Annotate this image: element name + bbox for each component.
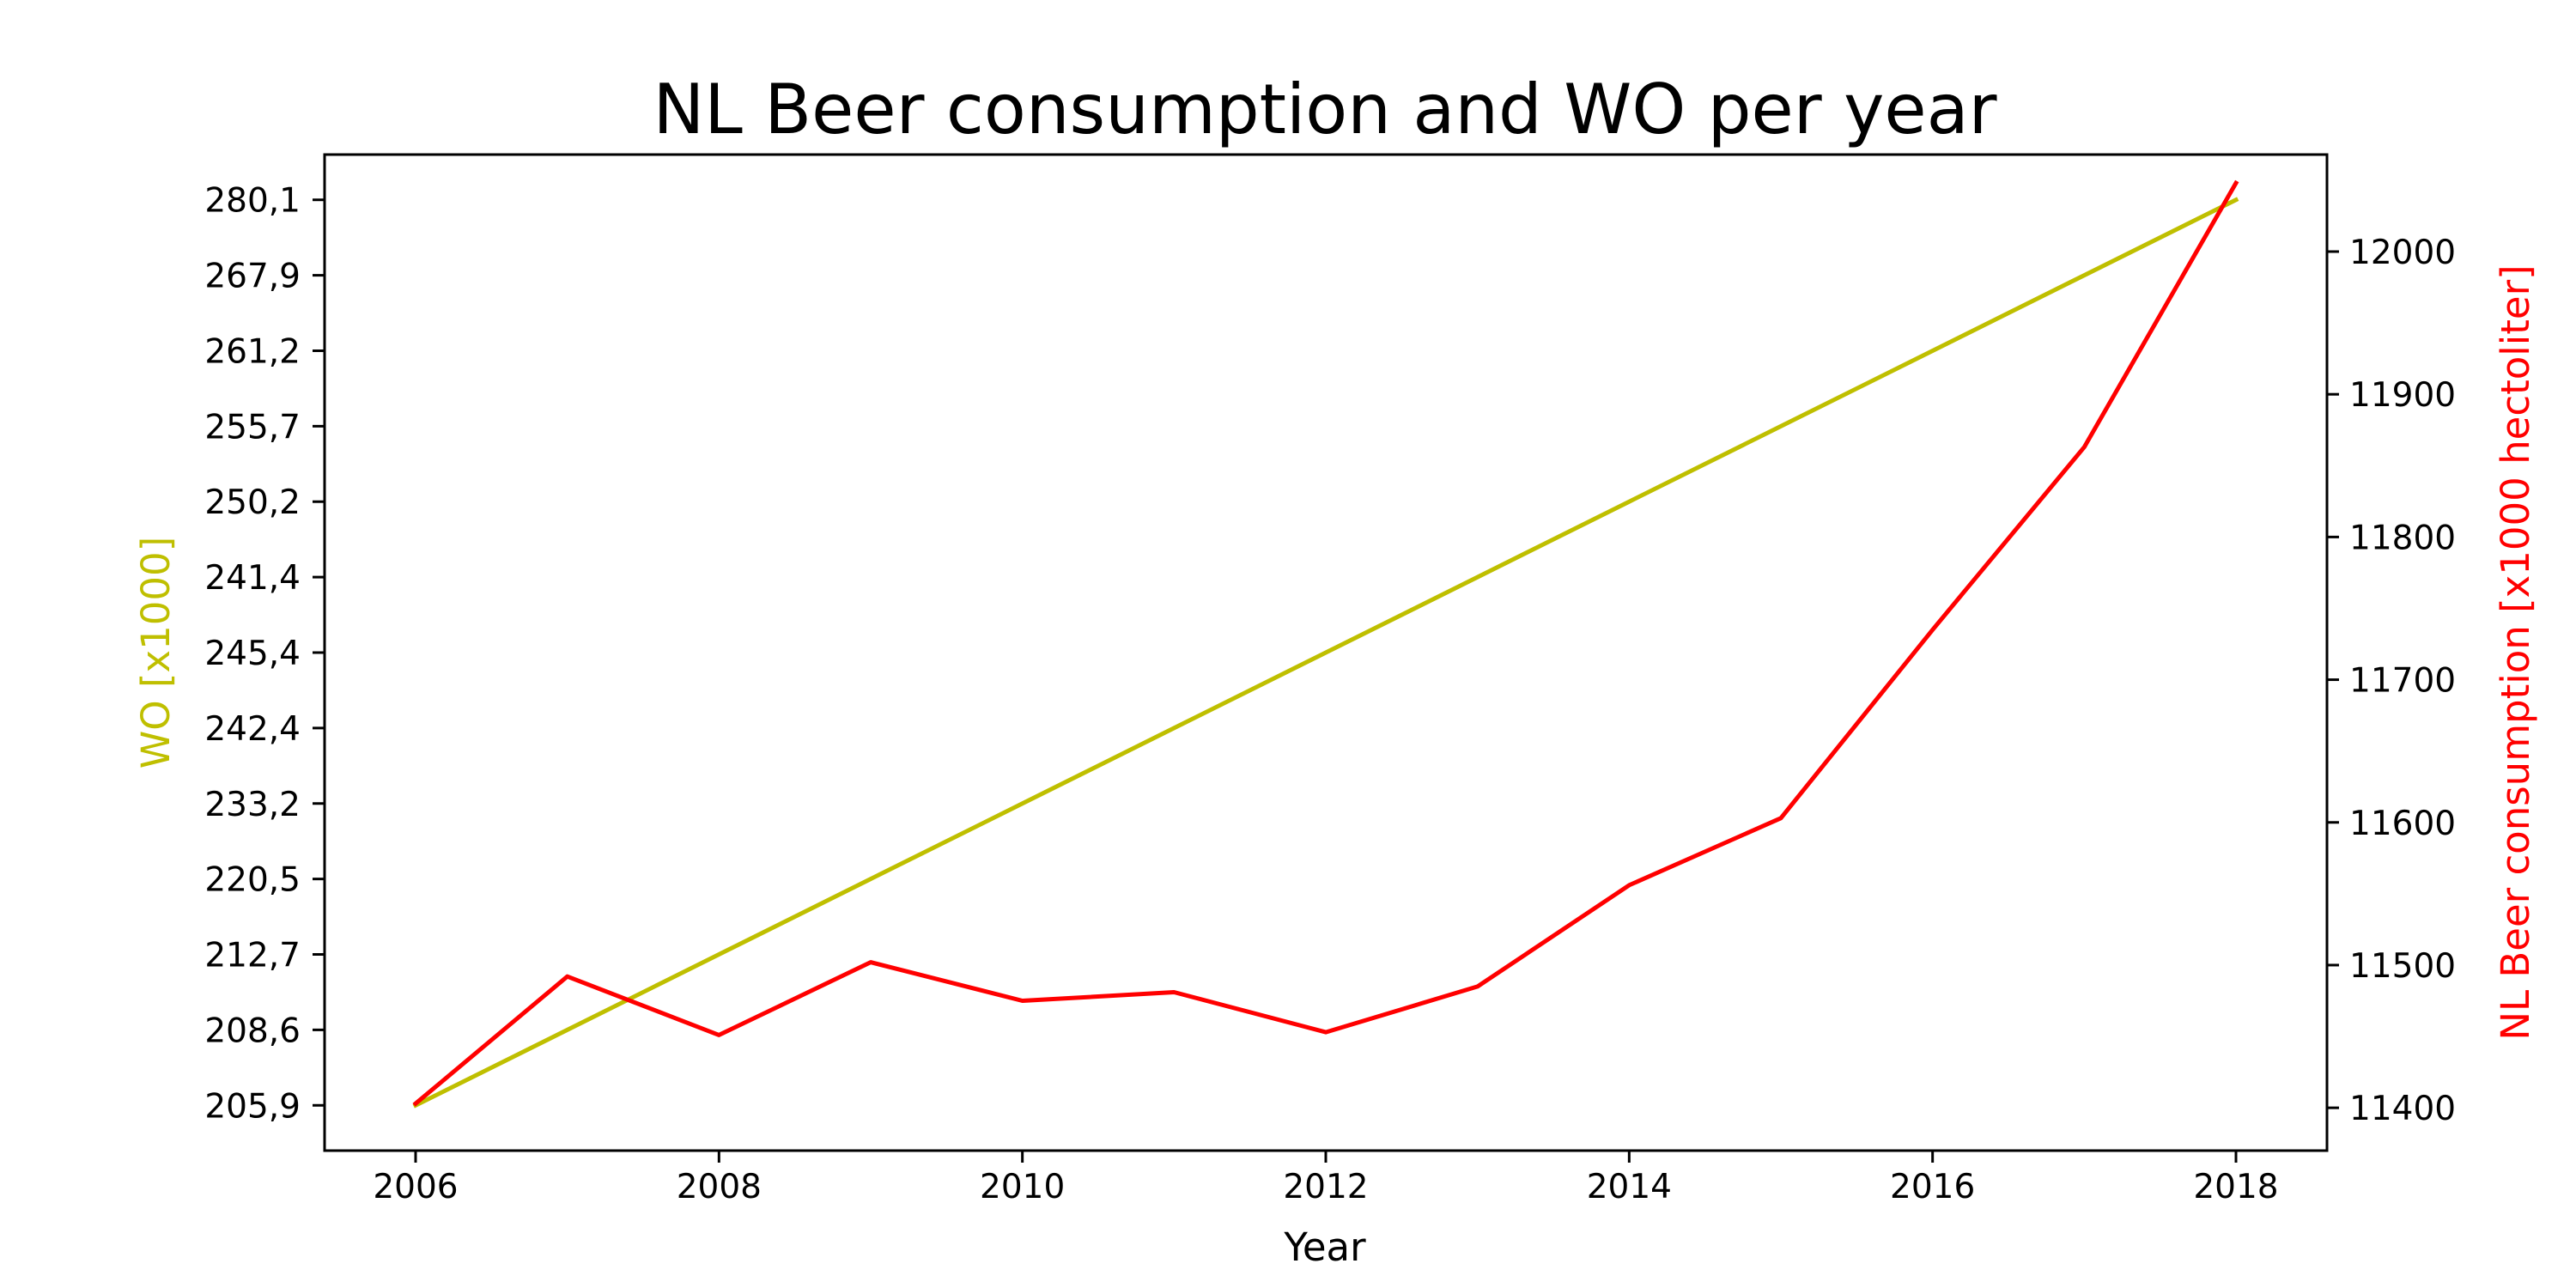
right-y-axis-label: NL Beer consumption [x1000 hectoliter] (2493, 264, 2538, 1040)
x-axis-label: Year (1283, 1224, 1366, 1270)
left-y-tick-label: 220,5 (204, 861, 301, 900)
x-tick-label: 2006 (373, 1168, 458, 1206)
right-y-tick-label: 11700 (2349, 662, 2456, 701)
x-tick-label: 2018 (2193, 1168, 2278, 1206)
right-y-tick-label: 11600 (2349, 805, 2456, 843)
left-y-tick-label: 208,6 (204, 1012, 301, 1050)
left-y-tick-label: 233,2 (204, 786, 301, 824)
right-y-tick-label: 12000 (2349, 234, 2456, 272)
series-line-wo (412, 197, 2239, 1109)
left-y-tick-label: 205,9 (204, 1087, 301, 1126)
x-tick-label: 2014 (1587, 1168, 1672, 1206)
series-layer (412, 179, 2239, 1109)
series-line-beer-consumption (412, 179, 2239, 1107)
right-y-tick-label: 11900 (2349, 376, 2456, 415)
axes-layer: 2006 2008 2010 2012 2014 2016 2018 205,9 208,6 21… (204, 153, 2456, 1206)
left-y-tick-label: 241,4 (204, 559, 301, 598)
right-y-tick-label: 11800 (2349, 519, 2456, 557)
x-tick-label: 2008 (677, 1168, 762, 1206)
chart-title: NL Beer consumption and WO per year (653, 70, 1996, 149)
left-y-tick-label: 267,9 (204, 258, 301, 296)
left-y-tick-label: 280,1 (204, 182, 301, 221)
right-y-tick-label: 11500 (2349, 947, 2456, 986)
left-y-axis-label: WO [x1000] (133, 537, 179, 769)
x-tick-label: 2016 (1890, 1168, 1975, 1206)
left-y-tick-label: 250,2 (204, 483, 301, 522)
x-tick-label: 2010 (980, 1168, 1065, 1206)
left-y-tick-label: 245,4 (204, 635, 301, 673)
left-y-tick-label: 255,7 (204, 408, 301, 447)
left-y-tick-label: 242,4 (204, 710, 301, 749)
left-y-tick-label: 212,7 (204, 937, 301, 975)
x-tick-label: 2012 (1283, 1168, 1368, 1206)
left-y-tick-label: 261,2 (204, 332, 301, 371)
right-y-tick-label: 11400 (2349, 1090, 2456, 1128)
